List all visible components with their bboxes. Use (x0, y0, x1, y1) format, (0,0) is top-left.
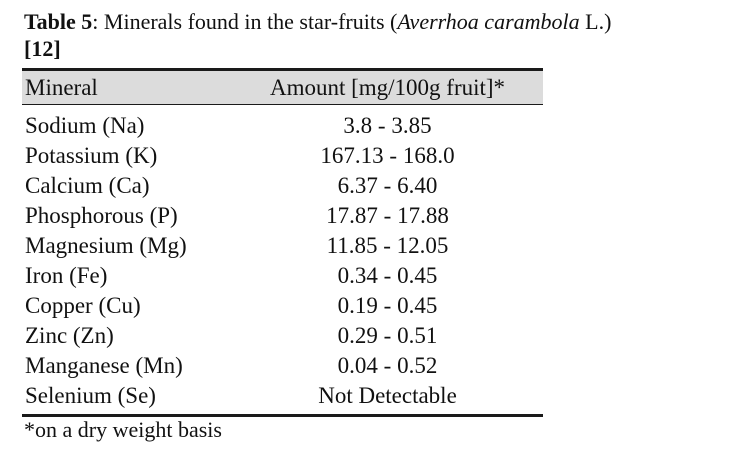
table-row: Zinc (Zn) 0.29 - 0.51 (22, 321, 543, 351)
cell-mineral: Manganese (Mn) (25, 353, 183, 378)
cell-amount: 0.29 - 0.51 (337, 323, 438, 348)
table-header-row: Mineral Amount [mg/100g fruit]* (22, 71, 543, 105)
caption-text: : Minerals found in the star-fruits ( (92, 9, 398, 34)
citation-reference: [12] (24, 36, 61, 61)
table-row: Calcium (Ca) 6.37 - 6.40 (22, 171, 543, 201)
cell-mineral: Calcium (Ca) (25, 173, 150, 198)
species-name: Averrhoa carambola (397, 9, 580, 34)
table-row: Copper (Cu) 0.19 - 0.45 (22, 291, 543, 321)
table-row: Sodium (Na) 3.8 - 3.85 (22, 111, 543, 141)
table-footnote: *on a dry weight basis (24, 417, 222, 442)
cell-mineral: Sodium (Na) (25, 113, 145, 138)
cell-mineral: Zinc (Zn) (25, 323, 114, 348)
cell-amount: 167.13 - 168.0 (320, 143, 455, 168)
cell-amount: Not Detectable (318, 383, 457, 408)
cell-mineral: Magnesium (Mg) (25, 233, 187, 258)
cell-mineral: Iron (Fe) (25, 263, 108, 288)
cell-amount: 6.37 - 6.40 (337, 173, 438, 198)
cell-amount: 3.8 - 3.85 (343, 113, 432, 138)
table-body: Sodium (Na) 3.8 - 3.85 Potassium (K) 167.13… (22, 105, 543, 411)
cell-amount: 0.04 - 0.52 (337, 353, 438, 378)
cell-mineral: Potassium (K) (25, 143, 158, 168)
cell-amount: 11.85 - 12.05 (326, 233, 449, 258)
header-amount: Amount [mg/100g fruit]* (269, 74, 506, 100)
table-row: Manganese (Mn) 0.04 - 0.52 (22, 351, 543, 381)
table-row: Iron (Fe) 0.34 - 0.45 (22, 261, 543, 291)
table-top-rule (22, 68, 543, 71)
cell-mineral: Copper (Cu) (25, 293, 141, 318)
minerals-table: Mineral Amount [mg/100g fruit]* Sodium (… (22, 68, 543, 417)
table-row: Magnesium (Mg) 11.85 - 12.05 (22, 231, 543, 261)
table-row: Selenium (Se) Not Detectable (22, 381, 543, 411)
table-row: Phosphorous (P) 17.87 - 17.88 (22, 201, 543, 231)
table-caption: Table 5: Minerals found in the star-frui… (24, 8, 729, 62)
cell-amount: 0.19 - 0.45 (337, 293, 438, 318)
cell-mineral: Selenium (Se) (25, 383, 156, 408)
cell-amount: 17.87 - 17.88 (326, 203, 449, 228)
header-mineral: Mineral (25, 74, 98, 100)
cell-mineral: Phosphorous (P) (25, 203, 178, 228)
table-bottom-rule (22, 414, 543, 417)
cell-amount: 0.34 - 0.45 (337, 263, 438, 288)
caption-text-end: L.) (579, 9, 612, 34)
table-label: Table 5 (24, 9, 93, 34)
table-row: Potassium (K) 167.13 - 168.0 (22, 141, 543, 171)
